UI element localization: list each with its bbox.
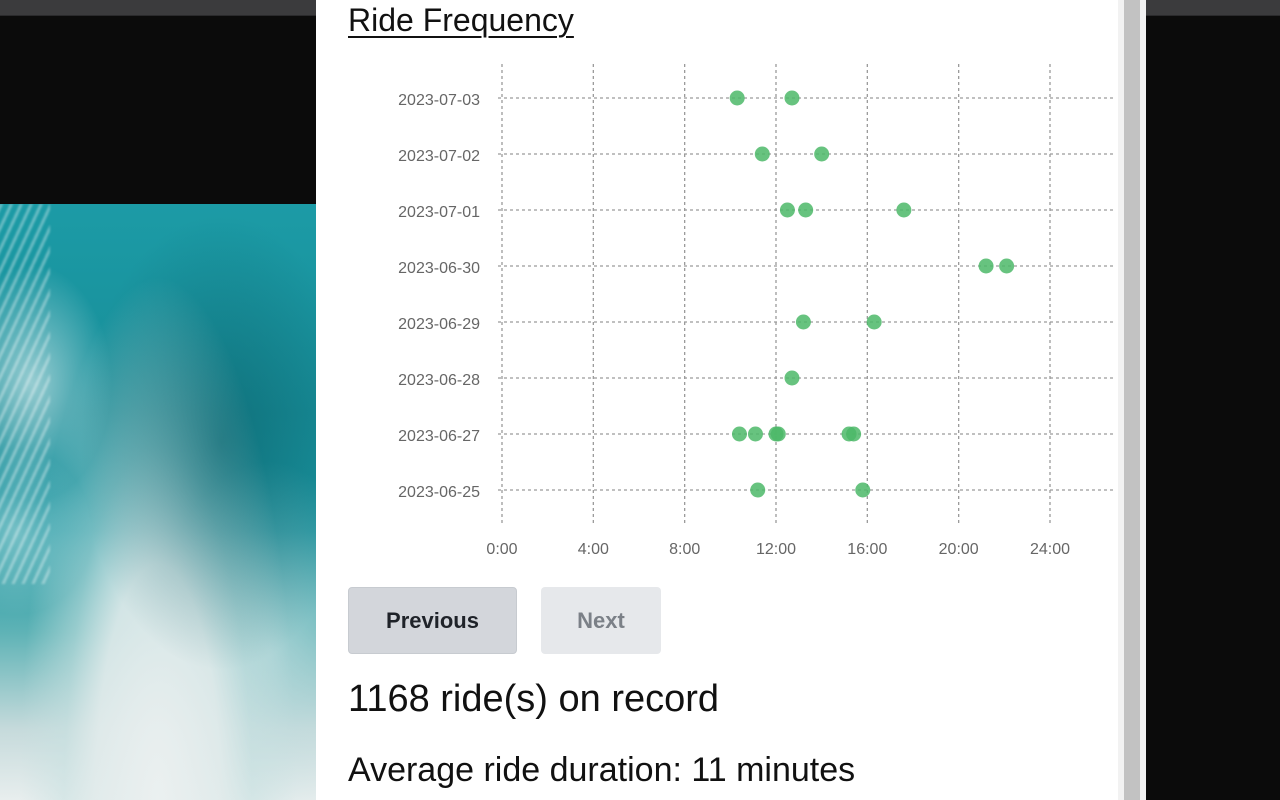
- window-titlebar-left: [0, 0, 316, 16]
- y-tick-label: 2023-07-03: [398, 92, 480, 109]
- previous-button[interactable]: Previous: [348, 587, 517, 654]
- next-button[interactable]: Next: [541, 587, 661, 654]
- ride-point: [999, 258, 1015, 274]
- ride-point: [784, 370, 800, 386]
- y-tick-label: 2023-07-02: [398, 148, 480, 165]
- ride-point: [731, 426, 747, 442]
- ride-point: [770, 426, 786, 442]
- window-titlebar-right: [1146, 0, 1280, 16]
- ride-point: [866, 314, 882, 330]
- ride-point: [855, 482, 871, 498]
- ocean-background-image: [0, 204, 316, 800]
- x-axis-ticks: 0:00 4:00 8:00 12:00 16:00 20:00 24:00: [486, 541, 1070, 558]
- wave-foam: [0, 204, 50, 584]
- average-duration-text: Average ride duration: 11 minutes: [348, 751, 856, 789]
- y-tick-label: 2023-06-27: [398, 428, 480, 445]
- ride-point: [814, 146, 830, 162]
- content-panel: [316, 0, 1119, 800]
- y-tick-label: 2023-06-29: [398, 316, 480, 333]
- page-title: Ride Frequency: [348, 2, 574, 38]
- ride-point: [978, 258, 994, 274]
- x-tick-label: 16:00: [847, 541, 887, 558]
- ride-point: [750, 482, 766, 498]
- ride-point: [795, 314, 811, 330]
- ride-point: [798, 202, 814, 218]
- x-tick-label: 20:00: [939, 541, 979, 558]
- ride-point: [747, 426, 763, 442]
- ride-count-text: 1168 ride(s) on record: [348, 678, 720, 720]
- ride-point: [846, 426, 862, 442]
- y-tick-label: 2023-06-28: [398, 372, 480, 389]
- y-axis-ticks: 2023-07-03 2023-07-02 2023-07-01 2023-06-30…: [398, 92, 480, 501]
- ride-point: [729, 90, 745, 106]
- y-tick-label: 2023-06-30: [398, 260, 480, 277]
- ride-point: [779, 202, 795, 218]
- y-tick-label: 2023-06-25: [398, 484, 480, 501]
- chart-points: [729, 90, 1015, 498]
- y-tick-label: 2023-07-01: [398, 204, 480, 221]
- scrollbar-thumb[interactable]: [1124, 0, 1140, 800]
- x-tick-label: 12:00: [756, 541, 796, 558]
- chart-grid: [498, 64, 1116, 524]
- x-tick-label: 4:00: [578, 541, 609, 558]
- ride-frequency-chart: 2023-07-03 2023-07-02 2023-07-01 2023-06-30…: [398, 64, 1116, 558]
- x-tick-label: 24:00: [1030, 541, 1070, 558]
- ride-point: [754, 146, 770, 162]
- ride-point: [784, 90, 800, 106]
- ride-point: [896, 202, 912, 218]
- x-tick-label: 8:00: [669, 541, 700, 558]
- x-tick-label: 0:00: [486, 541, 517, 558]
